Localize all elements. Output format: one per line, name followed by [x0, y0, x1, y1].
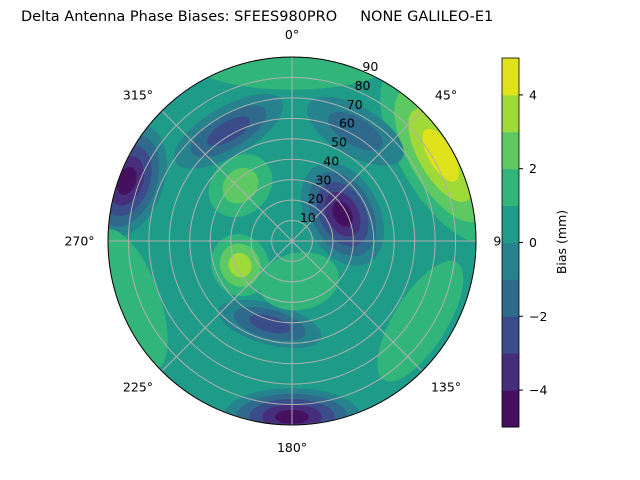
colorbar-band: [502, 242, 519, 280]
contour-region: [328, 111, 383, 151]
contour-region: [222, 167, 259, 204]
theta-tick-label: 135°: [431, 380, 461, 395]
contour-region: [377, 260, 464, 382]
r-tick-label: 20: [308, 191, 324, 206]
colorbar-band: [502, 58, 519, 96]
r-tick-label: 80: [355, 78, 371, 93]
theta-tick-label: 225°: [123, 380, 153, 395]
colorbar-label: Bias (mm): [554, 210, 569, 274]
colorbar-tick-label: −2: [529, 309, 547, 324]
colorbar-band: [502, 316, 519, 354]
colorbar-tick-label: −4: [529, 383, 547, 398]
theta-gridline: [161, 110, 293, 242]
contour-region: [228, 252, 252, 278]
colorbar-band: [502, 94, 519, 133]
colorbar-band: [502, 168, 519, 207]
chart-title: Delta Antenna Phase Biases: SFEES980PRO …: [21, 9, 494, 25]
colorbar-band: [502, 131, 519, 170]
r-tick-label: 60: [339, 116, 355, 131]
r-tick-label: 40: [323, 153, 339, 168]
theta-tick-label: 270°: [64, 234, 94, 249]
contour-region: [249, 314, 291, 334]
theta-tick-label: 0°: [285, 27, 299, 42]
contour-region: [422, 128, 460, 182]
colorbar-tick-label: 2: [529, 161, 537, 176]
contour-region: [207, 116, 251, 146]
r-tick-label: 90: [362, 59, 378, 74]
polar-frame: [107, 56, 477, 426]
r-tick-label: 70: [347, 97, 363, 112]
colorbar-band: [502, 390, 519, 428]
theta-gridline: [161, 240, 293, 372]
theta-tick-label: 315°: [123, 87, 153, 102]
contour-region: [116, 166, 137, 195]
contour-region: [332, 201, 353, 227]
colorbar-tick-label: 0: [529, 235, 537, 250]
colorbar: 4 2 0 −2 −4 Bias (mm): [501, 57, 569, 428]
colorbar-band: [502, 205, 519, 243]
r-tick-label: 50: [331, 135, 347, 150]
colorbar-band: [502, 279, 519, 317]
colorbar-band: [502, 353, 519, 391]
r-tick-label: 10: [300, 210, 316, 225]
contour-region: [108, 229, 168, 371]
theta-gridline: [291, 110, 423, 242]
theta-tick-label: 45°: [435, 87, 457, 102]
theta-tick-label: 180°: [277, 440, 307, 455]
colorbar-tick-label: 4: [529, 87, 537, 102]
theta-gridline: [291, 240, 423, 372]
r-tick-label: 30: [315, 172, 331, 187]
